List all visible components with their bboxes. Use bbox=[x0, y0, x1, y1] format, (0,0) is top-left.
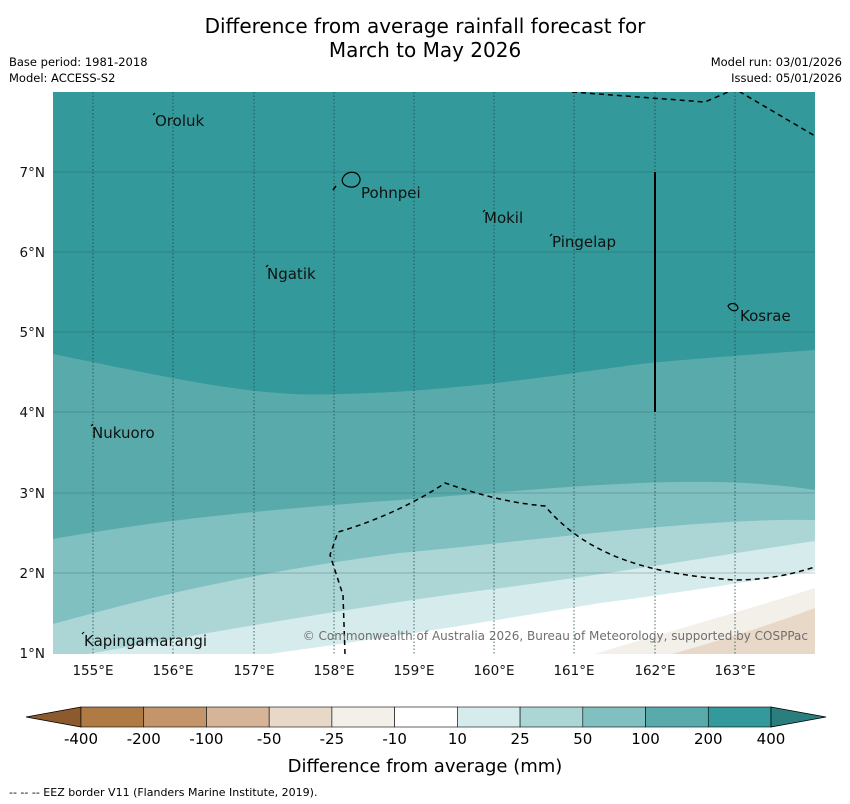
colorbar-tick-label: -400 bbox=[64, 730, 98, 748]
pohnpei-outline-icon bbox=[341, 171, 361, 188]
lat-label: 3°N bbox=[20, 486, 45, 502]
label-ngatik: Ngatik bbox=[267, 265, 316, 283]
band-minus50-minus25 bbox=[610, 608, 815, 654]
islands bbox=[81, 112, 739, 635]
lat-label: 1°N bbox=[20, 646, 45, 662]
nukuoro-marker-icon bbox=[90, 423, 94, 427]
colorbar-tick-label: -100 bbox=[189, 730, 223, 748]
colorbar-swatch bbox=[143, 706, 207, 728]
colorbar-swatch bbox=[80, 706, 145, 728]
label-mokil: Mokil bbox=[484, 209, 523, 227]
lon-label: 155°E bbox=[72, 663, 113, 679]
oroluk-marker-icon bbox=[152, 112, 156, 116]
colorbar-tick-label: 100 bbox=[631, 730, 660, 748]
base-period: Base period: 1981-2018 bbox=[9, 55, 148, 69]
colorbar-swatch bbox=[394, 706, 458, 728]
lon-label: 156°E bbox=[152, 663, 193, 679]
lon-label: 158°E bbox=[313, 663, 354, 679]
lat-label: 4°N bbox=[20, 405, 45, 421]
colorbar-swatch bbox=[331, 706, 395, 728]
lon-label: 160°E bbox=[473, 663, 514, 679]
rainfall-contours bbox=[53, 92, 815, 654]
colorbar-swatch bbox=[519, 706, 584, 728]
colorbar-swatch bbox=[268, 706, 333, 728]
longitude-axis: 155°E 156°E 157°E 158°E 159°E 160°E 161°… bbox=[72, 663, 755, 679]
title-line-2: March to May 2026 bbox=[328, 38, 522, 62]
label-kosrae: Kosrae bbox=[740, 307, 791, 325]
lat-label: 5°N bbox=[20, 325, 45, 341]
colorbar-tick-label: 10 bbox=[448, 730, 467, 748]
model-run: Model run: 03/01/2026 bbox=[710, 55, 842, 69]
band-white bbox=[53, 571, 815, 654]
colorbar-tick-label: -50 bbox=[257, 730, 282, 748]
eez-border bbox=[329, 92, 815, 654]
copyright-notice: © Commonwealth of Australia 2026, Bureau… bbox=[303, 629, 808, 643]
label-nukuoro: Nukuoro bbox=[92, 424, 155, 442]
latitude-axis: 7°N 6°N 5°N 4°N 3°N 2°N 1°N bbox=[20, 165, 45, 662]
colorbar-extend-high bbox=[770, 706, 827, 728]
colorbar-axis-label: Difference from average (mm) bbox=[288, 756, 563, 777]
lat-label: 6°N bbox=[20, 245, 45, 261]
lon-label: 163°E bbox=[714, 663, 755, 679]
pingelap-marker-icon bbox=[549, 233, 553, 237]
colorbar-tick-label: -25 bbox=[320, 730, 345, 748]
colorbar-swatch bbox=[206, 706, 270, 728]
colorbar-tick-label: 400 bbox=[757, 730, 786, 748]
title-line-1: Difference from average rainfall forecas… bbox=[204, 14, 646, 38]
colorbar-swatch bbox=[457, 706, 521, 728]
mokil-marker-icon bbox=[482, 209, 486, 213]
colorbar-tick-label: 50 bbox=[573, 730, 592, 748]
lon-label: 161°E bbox=[553, 663, 594, 679]
model-name: Model: ACCESS-S2 bbox=[9, 71, 116, 85]
colorbar-swatch bbox=[582, 706, 646, 728]
latitude-lines bbox=[53, 171, 815, 574]
label-oroluk: Oroluk bbox=[155, 112, 204, 130]
colorbar-swatch bbox=[645, 706, 709, 728]
colorbar-swatch bbox=[707, 706, 772, 728]
colorbar-tick-label: -200 bbox=[127, 730, 161, 748]
colorbar: -400 -200 -100 -50 -25 -10 10 25 50 100 200 400 bbox=[25, 706, 827, 748]
lat-label: 7°N bbox=[20, 165, 45, 181]
kapingamarangi-marker-icon bbox=[81, 631, 85, 635]
label-pingelap: Pingelap bbox=[552, 233, 616, 251]
label-pohnpei: Pohnpei bbox=[361, 184, 421, 202]
colorbar-tick-label: 200 bbox=[694, 730, 723, 748]
colorbar-tick-label: 25 bbox=[511, 730, 530, 748]
lat-label: 2°N bbox=[20, 566, 45, 582]
lon-label: 159°E bbox=[393, 663, 434, 679]
footnote-eez: -- -- -- EEZ border V11 (Flanders Marine… bbox=[9, 786, 318, 799]
colorbar-extend-low bbox=[25, 706, 82, 728]
colorbar-tick-label: -10 bbox=[382, 730, 407, 748]
issued-date: Issued: 05/01/2026 bbox=[731, 71, 842, 85]
lon-label: 157°E bbox=[233, 663, 274, 679]
lon-label: 162°E bbox=[634, 663, 675, 679]
kosrae-outline-icon bbox=[727, 302, 739, 312]
label-kapingamarangi: Kapingamarangi bbox=[84, 632, 207, 650]
ngatik-marker-icon bbox=[265, 264, 269, 268]
